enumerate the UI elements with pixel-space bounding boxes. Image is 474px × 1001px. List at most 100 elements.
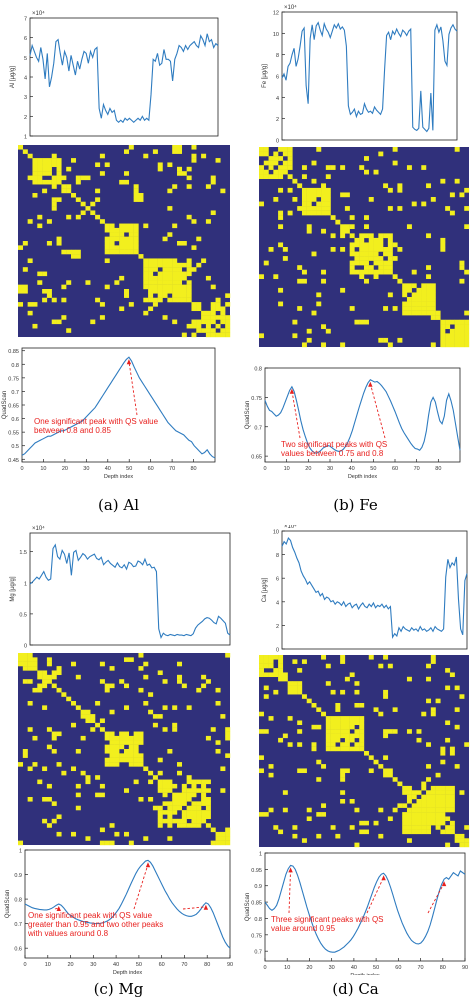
panel-d-heat-cell: [383, 655, 389, 660]
caption-a: (a) Al: [97, 496, 140, 514]
panel-d-bottom-ytick-label: 0.95: [251, 868, 262, 874]
panel-d-heat-cell: [383, 694, 389, 699]
panel-b-heat-cell: [273, 197, 279, 202]
panel-b-heat-cell: [325, 201, 331, 207]
panel-c-heat-cell: [75, 674, 81, 680]
panel-c-peak-arrow: [54, 907, 59, 910]
panel-a-heat-cell: [128, 236, 134, 242]
panel-d-heat-cell: [430, 794, 436, 800]
panel-d-heat-cell: [349, 720, 355, 726]
panel-b-heat-cell: [349, 233, 355, 239]
panel-a-heat-cell: [124, 289, 130, 294]
panel-d-heat-cell: [282, 676, 288, 682]
panel-a-heat-cell: [186, 271, 192, 277]
panel-a-heat-cell: [37, 179, 43, 185]
panel-b-heat-cell: [359, 247, 365, 252]
panel-a-bottom-ytick-label: 0.45: [8, 458, 19, 464]
panel-a-heat-cell: [75, 249, 81, 255]
panel-d-heat-cell: [454, 685, 460, 691]
panel-d-heat-cell: [349, 733, 355, 739]
panel-c-heat-cell: [85, 779, 91, 785]
panel-b-heat-cell: [392, 242, 398, 248]
panel-a-heat-cell: [61, 297, 67, 303]
panel-b-heat-cell: [301, 210, 307, 216]
panel-c-heat-cell: [148, 692, 154, 697]
panel-a-heat-cell: [138, 197, 144, 202]
panel-b-heat-cell: [430, 301, 436, 307]
panel-a-heat-cell: [46, 241, 52, 246]
panel-b-heat-cell: [378, 233, 384, 239]
panel-d-heat-cell: [325, 729, 331, 734]
panel-b-heat-cell: [364, 256, 369, 261]
panel-a-heat-cell: [119, 306, 125, 312]
panel-c-heat-cell: [22, 753, 28, 758]
panel-a-heat-cell: [22, 284, 28, 290]
panel-a-heat-cell: [32, 193, 38, 198]
panel-c-heat-cell: [220, 788, 226, 793]
panel-a-heat-cell: [205, 319, 211, 325]
panel-a-bottom-xtick-label: 50: [126, 466, 132, 472]
panel-c-heat-cell: [201, 797, 207, 802]
panel-b-heat-cell: [449, 342, 455, 348]
panel-a-heat-cell: [162, 280, 168, 285]
panel-d-heat-cell: [421, 785, 427, 791]
panel-b-heat-cell: [268, 156, 274, 161]
panel-a-heat-cell: [119, 245, 125, 250]
panel-c-heat-cell: [124, 757, 130, 763]
panel-d-heat-cell: [344, 720, 350, 726]
panel-b-heat-cell: [278, 156, 284, 161]
panel-c-heat-cell: [138, 687, 144, 693]
panel-a-heat-cell: [186, 262, 192, 268]
panel-d-heat-cell: [402, 803, 408, 808]
panel-b-heatmap: [259, 147, 470, 348]
panel-a-heat-cell: [181, 262, 187, 268]
panel-a-heat-cell: [51, 153, 57, 159]
panel-c-heat-cell: [191, 788, 197, 793]
panel-d-bottom-xtick-label: 0: [263, 965, 266, 971]
panel-c-heat-cell: [152, 805, 158, 811]
panel-d-heat-cell: [354, 703, 360, 708]
panel-b-heat-cell: [411, 301, 417, 307]
panel-d-heat-cell: [297, 681, 303, 686]
panel-c-heat-cell: [119, 757, 125, 763]
panel-c-heat-cell: [148, 797, 154, 802]
panel-a-heat-cell: [95, 188, 101, 194]
panel-a-heat-cell: [220, 315, 226, 320]
panel-c-heat-cell: [133, 744, 139, 750]
panel-d-heat-cell: [335, 737, 341, 743]
panel-d-heat-cell: [325, 737, 331, 743]
panel-c-heat-cell: [114, 740, 120, 745]
panel-c-heat-cell: [148, 770, 154, 776]
panel-d-heat-cell: [282, 672, 288, 678]
panel-a-heat-cell: [177, 171, 183, 176]
panel-d-heat-cell: [301, 768, 307, 774]
panel-c-heat-cell: [157, 818, 163, 824]
panel-c-heat-cell: [124, 753, 130, 758]
panel-c-heat-cell: [51, 818, 57, 824]
panel-a-heat-cell: [143, 223, 149, 229]
panel-a-heat-cell: [109, 249, 115, 255]
panel-d-bottom-ytick-label: 1: [259, 852, 262, 858]
panel-c-heat-cell: [32, 687, 38, 693]
panel-b-heat-cell: [426, 265, 432, 270]
panel-c-heat-cell: [85, 775, 91, 780]
panel-c-heat-cell: [225, 827, 231, 833]
panel-a-heat-cell: [181, 241, 187, 246]
panel-d-bottom-ytick-label: 0.85: [251, 901, 262, 907]
panel-a-heat-cell: [95, 214, 101, 220]
panel-a-heat-cell: [37, 171, 43, 176]
panel-a-heat-cell: [109, 245, 115, 250]
panel-d-heat-cell: [259, 659, 264, 664]
panel-b-heat-cell: [297, 278, 303, 284]
panel-a-heat-cell: [56, 319, 62, 325]
panel-b-heat-cell: [278, 242, 284, 248]
panel-b-heat-cell: [392, 306, 398, 311]
panel-a-heat-cell: [225, 293, 231, 298]
panel-c-heat-cell: [133, 731, 139, 737]
panel-c-heat-cell: [225, 731, 231, 737]
panel-a-heat-cell: [51, 201, 57, 207]
panel-d-heat-cell: [440, 794, 446, 800]
panel-c-heat-cell: [191, 823, 197, 828]
panel-a-heat-cell: [205, 328, 211, 333]
panel-d-heat-cell: [435, 807, 441, 813]
